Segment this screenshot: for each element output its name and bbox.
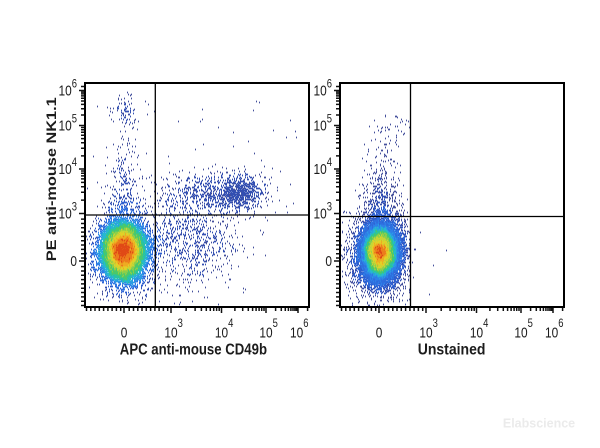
- svg-text:APC anti-mouse CD49b: APC anti-mouse CD49b: [120, 342, 267, 359]
- svg-text:Unstained: Unstained: [418, 342, 486, 359]
- svg-text:0: 0: [121, 324, 128, 340]
- svg-text:0: 0: [325, 253, 332, 269]
- svg-text:106: 106: [59, 78, 78, 99]
- svg-text:104: 104: [59, 156, 78, 177]
- svg-text:PE anti-mouse NK1.1: PE anti-mouse NK1.1: [45, 97, 59, 261]
- svg-text:0: 0: [70, 253, 77, 269]
- svg-text:106: 106: [314, 78, 333, 99]
- svg-text:103: 103: [314, 201, 333, 222]
- svg-text:0: 0: [376, 324, 383, 340]
- svg-text:103: 103: [59, 201, 78, 222]
- svg-text:Elabscience: Elabscience: [503, 417, 575, 431]
- svg-text:105: 105: [59, 113, 78, 134]
- svg-text:105: 105: [314, 113, 333, 134]
- svg-text:104: 104: [314, 156, 333, 177]
